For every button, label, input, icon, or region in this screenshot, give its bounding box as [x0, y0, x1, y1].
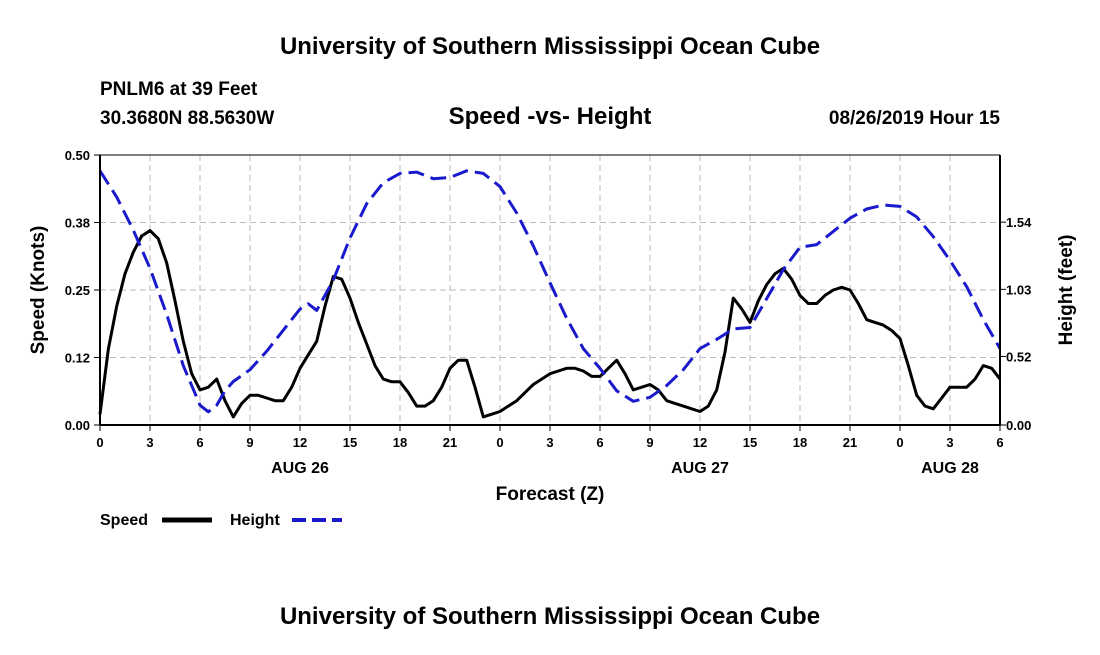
x-tick-label: 15 — [343, 435, 357, 450]
top-title: University of Southern Mississippi Ocean… — [280, 33, 820, 60]
y-tick-label: 0.50 — [65, 148, 90, 163]
legend-speed-label: Speed — [100, 512, 148, 529]
x-tick-label: 9 — [246, 435, 253, 450]
chart-title: Speed -vs- Height — [449, 103, 652, 130]
grid — [100, 155, 1000, 425]
x-tick-label: 6 — [196, 435, 203, 450]
x-tick-label: 18 — [793, 435, 807, 450]
x-tick-label: 15 — [743, 435, 757, 450]
x-tick-label: 0 — [896, 435, 903, 450]
y2-ticks: 0.00 0.52 1.03 1.54 — [1000, 215, 1032, 433]
speed-series-line — [98, 229, 1002, 419]
legend: Speed Height — [100, 512, 342, 529]
datetime-label: 08/26/2019 Hour 15 — [829, 108, 1001, 129]
height-series-line — [98, 169, 1002, 414]
station-label: PNLM6 at 39 Feet — [100, 79, 258, 100]
y2-tick-label: 0.00 — [1006, 418, 1031, 433]
day-label: AUG 26 — [271, 460, 329, 477]
x-axis-label: Forecast (Z) — [496, 484, 605, 505]
y2-axis-label: Height (feet) — [1056, 235, 1077, 346]
day-labels: AUG 26 AUG 27 AUG 28 — [271, 460, 979, 477]
x-tick-label: 3 — [546, 435, 553, 450]
y-ticks: 0.00 0.12 0.25 0.38 0.50 — [65, 148, 100, 433]
x-tick-label: 21 — [843, 435, 857, 450]
y2-tick-label: 1.03 — [1006, 282, 1031, 297]
footer-title: University of Southern Mississippi Ocean… — [280, 603, 820, 630]
legend-height-label: Height — [230, 512, 280, 529]
plot-frame — [99, 154, 1001, 426]
x-tick-label: 12 — [693, 435, 707, 450]
y-axis-label: Speed (Knots) — [28, 226, 49, 355]
x-tick-label: 3 — [946, 435, 953, 450]
y-tick-label: 0.25 — [65, 283, 90, 298]
x-tick-label: 0 — [96, 435, 103, 450]
y-tick-label: 0.00 — [65, 418, 90, 433]
series — [98, 169, 1002, 419]
day-label: AUG 28 — [921, 460, 979, 477]
y-tick-label: 0.12 — [65, 351, 90, 366]
x-tick-label: 6 — [596, 435, 603, 450]
x-tick-label: 12 — [293, 435, 307, 450]
coords-label: 30.3680N 88.5630W — [100, 108, 274, 129]
day-label: AUG 27 — [671, 460, 729, 477]
x-ticks: 0 3 6 9 12 15 18 21 0 3 6 9 12 15 18 21 0 3 6 — [96, 425, 1004, 450]
x-tick-label: 18 — [393, 435, 407, 450]
x-tick-label: 3 — [146, 435, 153, 450]
y2-tick-label: 1.54 — [1006, 215, 1032, 230]
y2-tick-label: 0.52 — [1006, 350, 1031, 365]
y-tick-label: 0.38 — [65, 216, 90, 231]
x-tick-label: 9 — [646, 435, 653, 450]
x-tick-label: 6 — [996, 435, 1003, 450]
x-tick-label: 0 — [496, 435, 503, 450]
x-tick-label: 21 — [443, 435, 457, 450]
